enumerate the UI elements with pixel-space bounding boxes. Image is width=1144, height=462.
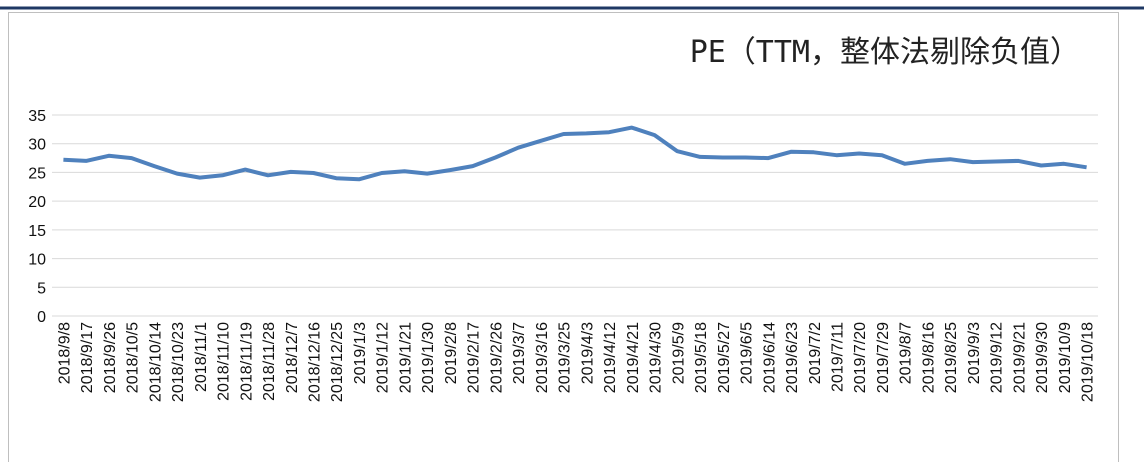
- x-tick-label: 2018/12/16: [307, 322, 324, 402]
- x-tick-label: 2019/8/16: [920, 322, 937, 393]
- x-tick-label: 2019/9/12: [989, 322, 1006, 393]
- frame: [8, 12, 1119, 462]
- x-tick-label: 2018/10/14: [147, 322, 164, 402]
- x-tick-label: 2019/2/26: [488, 322, 505, 393]
- x-tick-label: 2019/6/23: [784, 322, 801, 393]
- x-tick-label: 2018/11/28: [261, 322, 278, 401]
- y-tick-label: 5: [37, 280, 46, 297]
- x-tick-label: 2018/12/25: [329, 322, 346, 402]
- x-tick-label: 2019/3/16: [534, 322, 551, 393]
- x-tick-label: 2019/8/7: [898, 322, 915, 384]
- x-tick-label: 2018/9/8: [56, 322, 73, 384]
- x-tick-label: 2018/11/10: [216, 322, 233, 401]
- x-tick-label: 2019/7/11: [830, 322, 847, 392]
- x-tick-label: 2019/5/18: [693, 322, 710, 393]
- x-tick-label: 2019/1/12: [375, 322, 392, 393]
- x-tick-label: 2019/6/14: [761, 322, 778, 393]
- x-tick-label: 2019/1/21: [397, 322, 414, 393]
- x-tick-label: 2019/2/17: [466, 322, 483, 393]
- y-tick-label: 25: [28, 165, 46, 182]
- chart-title: PE（TTM，整体法剔除负值）: [690, 35, 1080, 70]
- x-tick-label: 2019/7/20: [852, 322, 869, 393]
- x-tick-label: 2019/5/9: [670, 322, 687, 384]
- line: [63, 125, 1087, 182]
- x-tick-label: 2018/10/5: [125, 322, 142, 393]
- x-tick-label: 2019/6/5: [739, 322, 756, 384]
- x-tick-label: 2019/7/29: [875, 322, 892, 393]
- x-tick-label: 2019/8/25: [943, 322, 960, 393]
- x-tick-label: 2019/4/30: [648, 322, 665, 393]
- x-tick-label: 2018/9/17: [79, 322, 96, 393]
- x-tick-label: 2019/4/3: [579, 322, 596, 384]
- x-tick-label: 2018/11/19: [238, 322, 255, 401]
- x-tick-label: 2019/9/30: [1034, 322, 1051, 393]
- x-tick-label: 2019/1/30: [420, 322, 437, 393]
- x-tick-label: 2019/3/25: [557, 322, 574, 393]
- x-tick-label: 2019/3/7: [511, 322, 528, 384]
- x-tick-label: 2019/9/21: [1011, 322, 1028, 393]
- x-tick-label: 2019/4/12: [602, 322, 619, 393]
- x-tick-label: 2019/10/18: [1080, 322, 1097, 402]
- x-tick-label: 2019/9/3: [966, 322, 983, 384]
- x-tick-label: 2019/5/27: [716, 322, 733, 393]
- x-tick-label: 2019/1/3: [352, 322, 369, 384]
- y-tick-label: 15: [28, 223, 46, 240]
- y-tick-label: 10: [28, 252, 46, 269]
- y-tick-label: 30: [28, 137, 46, 154]
- y-tick-label: 35: [28, 108, 46, 125]
- x-tick-label: 2019/10/9: [1057, 322, 1074, 393]
- y-tick-label: 20: [28, 194, 46, 211]
- x-tick-label: 2018/12/7: [284, 322, 301, 393]
- x-tick-label: 2018/10/23: [170, 322, 187, 402]
- x-tick-label: 2019/7/2: [807, 322, 824, 384]
- x-tick-label: 2018/11/1: [193, 322, 210, 392]
- x-tick-label: 2019/2/8: [443, 322, 460, 384]
- x-tick-label: 2018/9/26: [102, 322, 119, 393]
- x-tick-label: 2019/4/21: [625, 322, 642, 393]
- y-tick-label: 0: [37, 309, 46, 326]
